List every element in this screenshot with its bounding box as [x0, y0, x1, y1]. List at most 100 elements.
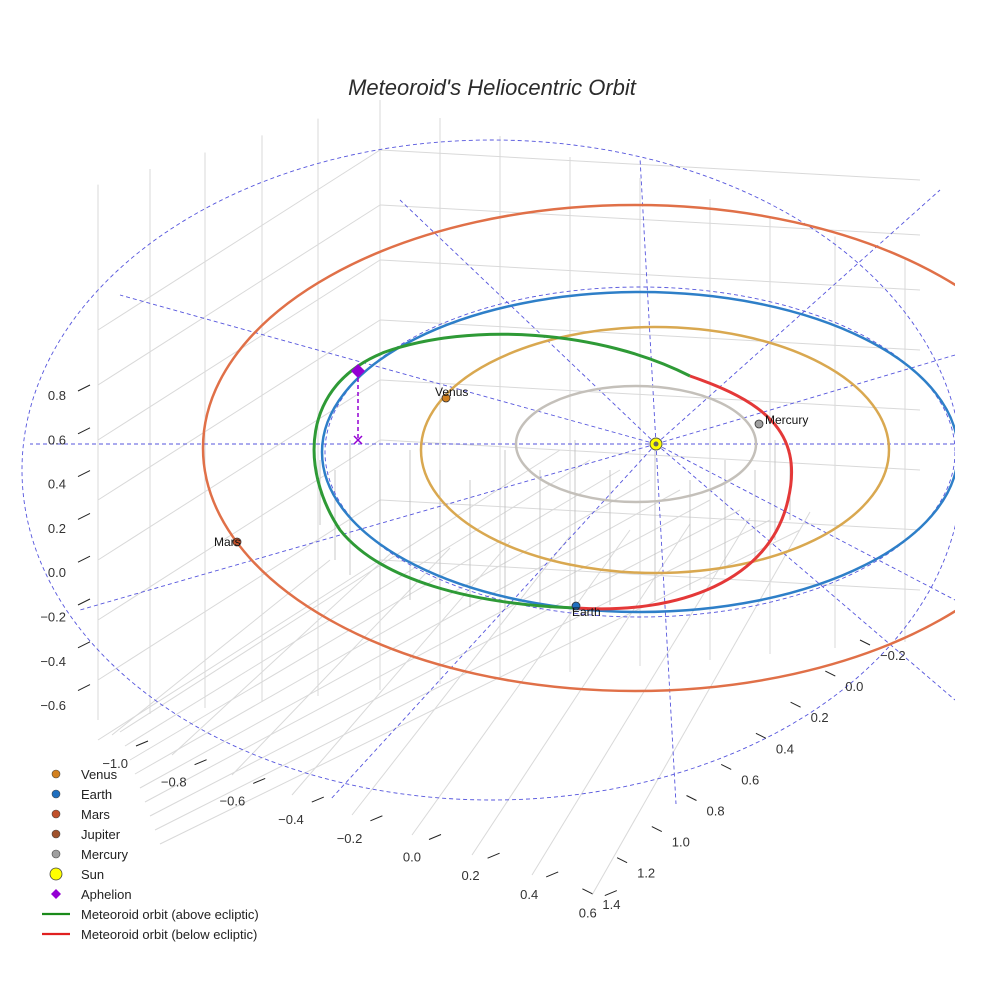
- wall-gridline-h: [379, 204, 921, 236]
- legend-marker-circle: [51, 829, 61, 839]
- earth-marker: [571, 601, 581, 611]
- ecliptic-spoke: [119, 294, 657, 445]
- wall-gridline-h: [97, 319, 381, 501]
- floor-gridline: [129, 469, 621, 761]
- ecliptic-spoke: [655, 354, 955, 445]
- y-tick-label: 1.4: [602, 897, 620, 912]
- wall-gridline-h: [97, 559, 381, 741]
- mars-marker: [232, 537, 242, 547]
- y-tick-label: 0.0: [845, 679, 863, 694]
- z-tick-mark: [77, 427, 91, 435]
- x-tick-label: −0.8: [161, 775, 187, 790]
- meteoroid-orbit-above: [312, 332, 691, 610]
- y-axis: −0.2 0.0 0.2 0.4 0.6 0.8 1.0 1.2 1.4: [582, 639, 906, 912]
- y-tick-label: 0.8: [707, 804, 725, 819]
- legend-label: Aphelion: [81, 887, 132, 902]
- meteoroid-orbit: [312, 332, 794, 611]
- legend-item: Meteoroid orbit (above ecliptic): [42, 907, 259, 922]
- mars-orbit: [201, 203, 955, 693]
- bodies: Venus Earth Mars Mercury: [214, 364, 808, 619]
- venus-orbit: [419, 325, 891, 575]
- legend: Venus Earth Mars Jupiter Mercury Sun Aphelion M…: [42, 767, 259, 942]
- legend-marker-circle: [51, 769, 61, 779]
- floor-gridline: [134, 479, 651, 775]
- legend-item: Venus: [51, 767, 118, 782]
- ecliptic-spoke: [329, 443, 657, 801]
- ecliptic-spoke: [655, 189, 941, 445]
- y-tick-mark: [859, 639, 871, 646]
- venus-label: Venus: [435, 385, 468, 399]
- z-tick-label: 0.2: [48, 521, 66, 536]
- earth-label: Earth: [572, 605, 601, 619]
- meteoroid-orbit-below: [575, 374, 794, 611]
- y-tick-mark: [686, 795, 697, 801]
- x-tick-mark: [253, 777, 266, 784]
- x-tick-label: 0.6: [579, 906, 597, 921]
- y-tick-mark: [720, 763, 732, 770]
- x-tick-label: 0.0: [403, 850, 421, 865]
- y-tick-label: 1.2: [637, 866, 655, 881]
- legend-item: Meteoroid orbit (below ecliptic): [42, 927, 257, 942]
- z-tick-label: −0.2: [40, 610, 66, 625]
- y-tick-label: 1.0: [672, 835, 690, 850]
- floor-gridline: [351, 535, 571, 816]
- ecliptic-spoke: [399, 199, 657, 445]
- legend-item: Mars: [51, 807, 110, 822]
- planet-orbits: [201, 203, 955, 693]
- z-tick-mark: [77, 384, 91, 392]
- z-axis: 0.8 0.6 0.4 0.2 0.0 −0.2 −0.4 −0.6: [40, 384, 91, 713]
- legend-label: Sun: [81, 867, 104, 882]
- mercury-orbit: [514, 384, 758, 504]
- legend-label: Meteoroid orbit (above ecliptic): [81, 907, 259, 922]
- back-wall-grid: [97, 100, 921, 741]
- legend-label: Venus: [81, 767, 118, 782]
- legend-label: Meteoroid orbit (below ecliptic): [81, 927, 257, 942]
- wall-gridline-h: [97, 439, 381, 621]
- z-tick-mark: [77, 641, 91, 649]
- earth-orbit: [320, 290, 955, 614]
- x-tick-mark: [604, 890, 617, 897]
- legend-marker-sun: [49, 867, 63, 881]
- x-tick-mark: [370, 815, 383, 822]
- x-tick-label: −0.4: [278, 812, 304, 827]
- z-tick-mark: [77, 470, 91, 478]
- wall-gridline-h: [379, 149, 921, 181]
- x-tick-label: −1.0: [102, 756, 128, 771]
- wall-gridline-h: [97, 204, 381, 386]
- legend-label: Earth: [81, 787, 112, 802]
- y-tick-mark: [755, 732, 767, 739]
- z-tick-label: −0.4: [40, 654, 66, 669]
- x-tick-label: −0.2: [337, 831, 363, 846]
- wall-gridline-h: [379, 319, 921, 351]
- floor-gridline: [124, 459, 591, 747]
- wall-gridline-h: [379, 439, 921, 471]
- ecliptic-spoke: [79, 443, 657, 611]
- mercury-marker: [754, 419, 764, 429]
- x-tick-mark: [546, 871, 559, 878]
- floor-gridline: [531, 517, 751, 876]
- x-tick-label: 0.2: [462, 868, 480, 883]
- floor-gridline: [231, 547, 451, 776]
- ecliptic-earth-ring: [324, 286, 955, 618]
- venus-marker: [441, 393, 451, 403]
- legend-label: Mars: [81, 807, 110, 822]
- sun-core: [653, 441, 659, 447]
- y-tick-mark: [651, 826, 663, 833]
- y-tick-label: 0.4: [776, 741, 794, 756]
- x-tick-label: −0.6: [220, 793, 246, 808]
- z-tick-mark: [77, 512, 91, 520]
- ecliptic-spoke: [639, 157, 657, 445]
- wall-gridline-h: [97, 499, 381, 681]
- y-tick-label: 0.2: [811, 710, 829, 725]
- floor-gridline: [159, 529, 801, 845]
- floor-gridline: [149, 509, 741, 817]
- aphelion-marker: [351, 364, 365, 378]
- z-tick-mark: [77, 598, 91, 606]
- floor-gridline: [154, 519, 771, 831]
- y-tick-mark: [790, 701, 801, 708]
- z-tick-label: 0.4: [48, 477, 66, 492]
- floor-gridline: [291, 541, 511, 796]
- y-tick-mark: [616, 857, 628, 864]
